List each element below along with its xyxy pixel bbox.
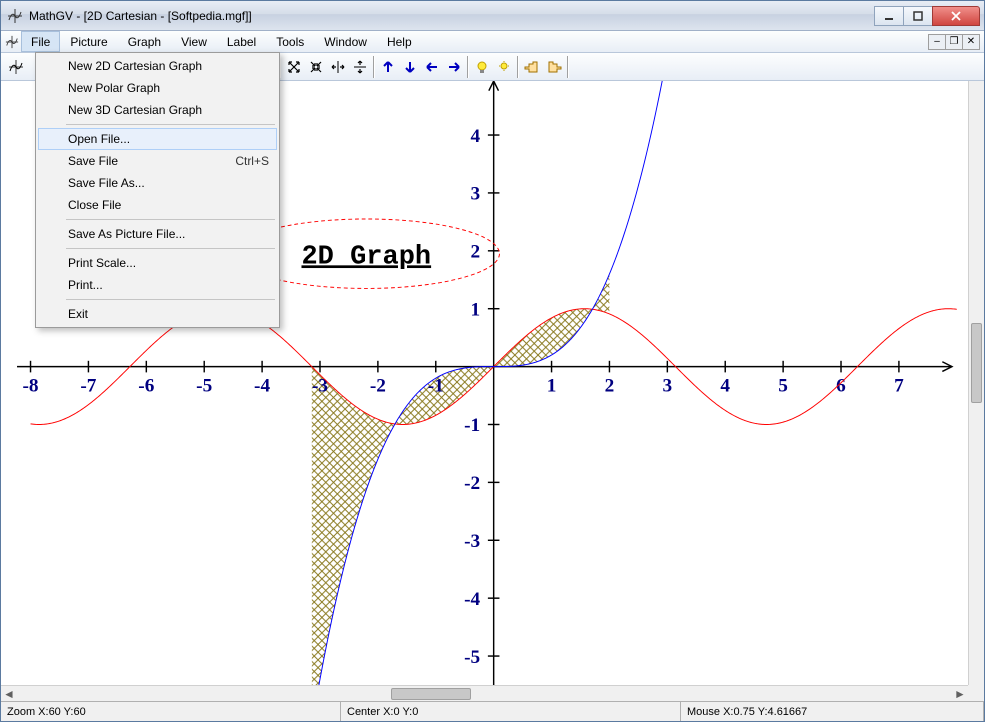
arrow-right-icon[interactable] [443,56,465,78]
menu-item-label: Save As Picture File... [68,227,185,241]
menubar: FilePictureGraphViewLabelToolsWindowHelp… [1,31,984,53]
titlebar[interactable]: MathGV - [2D Cartesian - [Softpedia.mgf]… [1,1,984,31]
svg-text:2D Graph: 2D Graph [301,242,431,272]
menu-separator [66,248,275,249]
svg-text:-3: -3 [312,376,328,397]
svg-text:-8: -8 [23,376,39,397]
svg-text:-1: -1 [428,376,444,397]
svg-text:3: 3 [663,376,673,397]
menu-graph[interactable]: Graph [118,31,171,52]
mdi-icon [3,31,21,52]
menu-separator [66,219,275,220]
menu-help[interactable]: Help [377,31,422,52]
file-menu-item[interactable]: New Polar Graph [38,77,277,99]
svg-text:4: 4 [471,126,481,147]
menu-item-label: New Polar Graph [68,81,160,95]
file-menu-item[interactable]: Open File... [38,128,277,150]
file-menu-item[interactable]: Print... [38,274,277,296]
menu-separator [66,124,275,125]
status-mouse: Mouse X:0.75 Y:4.61667 [681,702,984,721]
svg-text:5: 5 [778,376,788,397]
hand-left-icon[interactable] [521,56,543,78]
expand-out-icon[interactable] [283,56,305,78]
menu-item-label: New 3D Cartesian Graph [68,103,202,117]
svg-text:-5: -5 [464,647,480,668]
minimize-button[interactable] [874,6,904,26]
status-center: Center X:0 Y:0 [341,702,681,721]
bulb-icon[interactable] [471,56,493,78]
svg-text:-2: -2 [464,473,480,494]
menu-item-label: Save File As... [68,176,145,190]
svg-text:-4: -4 [464,589,480,610]
maximize-button[interactable] [903,6,933,26]
menu-picture[interactable]: Picture [60,31,117,52]
mdi-restore-button[interactable]: ❐ [945,34,963,50]
svg-text:-7: -7 [80,376,96,397]
expand-in-icon[interactable] [305,56,327,78]
window-title: MathGV - [2D Cartesian - [Softpedia.mgf]… [29,9,875,23]
menu-tools[interactable]: Tools [266,31,314,52]
menu-item-label: Save File [68,154,118,168]
expand-vertical-icon[interactable] [349,56,371,78]
file-menu-item[interactable]: Save As Picture File... [38,223,277,245]
file-menu-item[interactable]: New 3D Cartesian Graph [38,99,277,121]
svg-text:-4: -4 [254,376,270,397]
file-menu-item[interactable]: Save File As... [38,172,277,194]
file-menu-item[interactable]: Save File Ctrl+S [38,150,277,172]
menu-item-shortcut: Ctrl+S [235,154,269,168]
app-icon [7,8,23,24]
hand-right-icon[interactable] [543,56,565,78]
window-controls [875,6,980,26]
file-menu-item[interactable]: Close File [38,194,277,216]
svg-text:-3: -3 [464,531,480,552]
svg-text:2: 2 [471,242,481,263]
svg-text:-5: -5 [196,376,212,397]
svg-text:1: 1 [471,299,481,320]
status-zoom: Zoom X:60 Y:60 [1,702,341,721]
menu-file[interactable]: File [21,31,60,52]
menu-label[interactable]: Label [217,31,266,52]
mdi-controls: ‒ ❐ ✕ [929,31,984,52]
file-menu-dropdown: New 2D Cartesian Graph New Polar Graph New… [35,52,280,328]
svg-text:-1: -1 [464,415,480,436]
svg-text:2: 2 [605,376,615,397]
svg-text:-6: -6 [138,376,154,397]
menu-item-label: Open File... [68,132,130,146]
expand-horizontal-icon[interactable] [327,56,349,78]
file-menu-item[interactable]: Exit [38,303,277,325]
menu-item-label: Close File [68,198,121,212]
graph-icon[interactable] [5,56,27,78]
menu-item-label: Print... [68,278,103,292]
statusbar: Zoom X:60 Y:60 Center X:0 Y:0 Mouse X:0.… [1,701,984,721]
svg-text:7: 7 [894,376,904,397]
menu-separator [66,299,275,300]
arrow-down-icon[interactable] [399,56,421,78]
menu-view[interactable]: View [171,31,217,52]
svg-text:-2: -2 [370,376,386,397]
close-button[interactable] [932,6,980,26]
svg-text:3: 3 [471,184,481,205]
vertical-scrollbar[interactable] [968,81,984,685]
mdi-close-button[interactable]: ✕ [962,34,980,50]
menu-window[interactable]: Window [314,31,377,52]
arrow-up-icon[interactable] [377,56,399,78]
svg-text:4: 4 [720,376,730,397]
scrollbar-corner [968,685,984,701]
menu-item-label: Exit [68,307,88,321]
mdi-minimize-button[interactable]: ‒ [928,34,946,50]
file-menu-item[interactable]: Print Scale... [38,252,277,274]
svg-text:1: 1 [547,376,557,397]
lamp-icon[interactable] [493,56,515,78]
horizontal-scrollbar[interactable]: ◄► [1,685,968,701]
menu-item-label: Print Scale... [68,256,136,270]
menu-item-label: New 2D Cartesian Graph [68,59,202,73]
file-menu-item[interactable]: New 2D Cartesian Graph [38,55,277,77]
arrow-left-icon[interactable] [421,56,443,78]
